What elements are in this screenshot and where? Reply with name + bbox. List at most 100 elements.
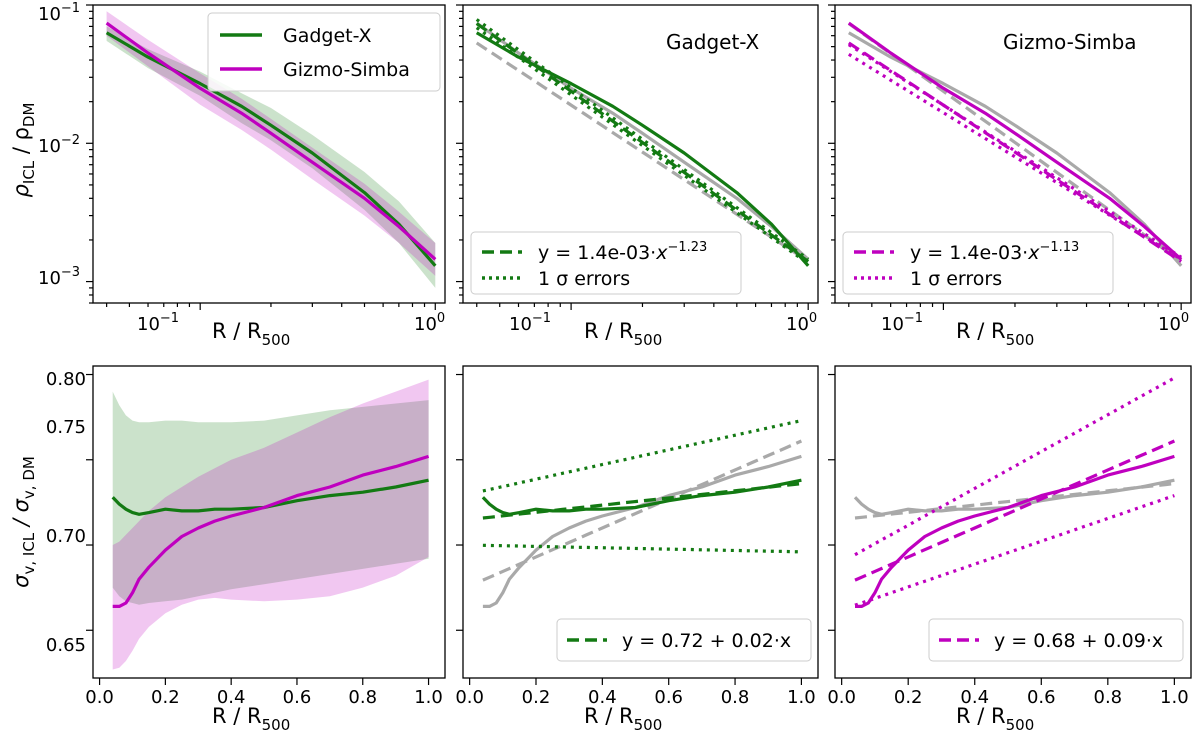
x-tick-label-1e0-tr: 100 xyxy=(1158,311,1189,335)
series-line-1-lower xyxy=(482,543,802,554)
series-line-1-lower xyxy=(854,494,1175,607)
x-tick-label-1e-1-tr: 10−1 xyxy=(881,311,923,335)
x-tick-label: 0.8 xyxy=(348,687,377,708)
legend-fit-formula: y = 0.68 + 0.09·x xyxy=(994,630,1163,652)
series-line-gizmo-simba xyxy=(847,21,1183,261)
series-line-fit xyxy=(854,439,1176,582)
series-line-gizmo-simba-gray- xyxy=(482,454,802,608)
panel-frame-top-right xyxy=(834,4,1192,304)
series-line-1-errors-0 xyxy=(475,18,810,261)
x-tick-label: 0.0 xyxy=(827,687,856,708)
legend-fit-top-gizmo-box xyxy=(842,231,1114,295)
series-line-gizmo-simba xyxy=(855,454,1175,608)
x-tick-label-1e0-tm: 100 xyxy=(786,311,817,335)
panel-title-gadget: Gadget-X xyxy=(666,30,760,54)
x-tick-label: 0.8 xyxy=(721,687,750,708)
legend-fit-bottom-gadget-box xyxy=(556,618,812,662)
y-tick-label-0.75: 0.75 xyxy=(46,417,86,438)
x-axis-label-tl: R / R500 xyxy=(212,319,290,349)
series-line-gadget-x-fit-gray- xyxy=(847,22,1183,263)
series-line-gizmo-simba-fit-gray- xyxy=(475,41,810,263)
series-line-1-upper xyxy=(482,419,802,493)
panel-plot-bottom-middle xyxy=(481,419,803,608)
tick-layer xyxy=(86,4,1182,685)
series-line-gizmo-simba xyxy=(105,21,437,261)
x-axis-label-bl: R / R500 xyxy=(212,704,290,733)
legend-fit-top-gizmo: y = 1.4e-03·x−1.13 1 σ errors xyxy=(842,231,1114,295)
x-tick-label: 0.4 xyxy=(588,687,617,708)
panel-frame-top-left xyxy=(92,4,446,304)
x-tick-label: 1.0 xyxy=(414,687,443,708)
series-line-gadget-x xyxy=(111,478,429,516)
legend-fit-top-gadget: y = 1.4e-03·x−1.23 1 σ errors xyxy=(470,231,742,295)
x-tick-label: 0.0 xyxy=(85,687,114,708)
y-tick-label-1e-2: 10−2 xyxy=(38,133,80,157)
panel-frame-bottom-middle xyxy=(462,365,819,679)
legend-fit-formula: y = 1.4e-03·x−1.23 xyxy=(538,240,707,264)
series-line-gadget-x xyxy=(475,31,810,267)
series-line-gadget-x-fit-gray- xyxy=(854,482,1175,520)
error-band-gadget-x xyxy=(112,391,429,605)
legend-fit-bottom-gadget: y = 0.72 + 0.02·x xyxy=(556,618,812,662)
panel-plot-bottom-right xyxy=(853,376,1176,608)
panel-frame-bottom-right xyxy=(834,365,1192,679)
panel-plot-bottom-left xyxy=(111,379,430,670)
legend-main-box xyxy=(207,12,441,92)
panel-frame-bottom-left xyxy=(92,365,446,679)
x-tick-label-1e0-tl: 100 xyxy=(414,311,445,335)
x-tick-label: 0.8 xyxy=(1094,687,1123,708)
panel-plot-top-left xyxy=(105,11,437,288)
y-axis-label-top: ρICL / ρDM xyxy=(9,103,38,198)
y-tick-label-0.65: 0.65 xyxy=(46,635,86,656)
x-tick-label-1e-1-tm: 10−1 xyxy=(509,311,551,335)
x-tick-label: 0.4 xyxy=(217,687,246,708)
x-axis-label-tr: R / R500 xyxy=(956,319,1034,349)
panel-title-gizmo: Gizmo-Simba xyxy=(1003,30,1137,54)
x-tick-label: 0.2 xyxy=(151,687,180,708)
legend-fit-formula: y = 0.72 + 0.02·x xyxy=(622,630,791,652)
series-line-1-upper xyxy=(854,376,1176,557)
legend-fit-bottom-gizmo-box xyxy=(928,618,1184,662)
x-tick-label: 0.6 xyxy=(654,687,683,708)
error-band-gizmo-simba xyxy=(112,379,429,670)
series-line-gizmo-simba-fit-gray- xyxy=(482,439,803,582)
legend-fit-formula: y = 1.4e-03·x−1.13 xyxy=(910,240,1079,264)
series-line-fit xyxy=(847,41,1183,263)
y-tick-label-0.80: 0.80 xyxy=(46,369,86,390)
legend-main: Gadget-X Gizmo-Simba xyxy=(207,12,441,92)
series-line-fit xyxy=(482,482,802,520)
x-tick-label: 1.0 xyxy=(1160,687,1189,708)
x-axis-label-bm: R / R500 xyxy=(584,704,662,733)
panel-plot-top-right xyxy=(847,21,1183,267)
x-tick-label: 0.6 xyxy=(1027,687,1056,708)
y-tick-label-0.70: 0.70 xyxy=(46,526,86,547)
series-line-gadget-x-gray- xyxy=(847,31,1183,267)
series-line-1-errors-1 xyxy=(847,52,1183,261)
y-axis-label-bottom: σv, ICL / σv, DM xyxy=(9,456,38,588)
legend-fit-bottom-gizmo: y = 0.68 + 0.09·x xyxy=(928,618,1184,662)
x-tick-label: 0.2 xyxy=(894,687,923,708)
series-line-fit xyxy=(475,22,810,263)
y-tick-label-1e-3: 10−3 xyxy=(38,265,80,289)
x-tick-label: 0.0 xyxy=(455,687,484,708)
series-line-1-errors-0 xyxy=(847,43,1183,259)
legend-gadget-label: Gadget-X xyxy=(283,25,372,47)
x-tick-label: 0.4 xyxy=(960,687,989,708)
x-tick-label: 0.2 xyxy=(522,687,551,708)
series-line-gizmo-simba xyxy=(112,454,430,608)
x-tick-label: 1.0 xyxy=(787,687,816,708)
bottom-x-tick-labels: 0.0 0.2 0.4 0.6 0.8 1.0 0.0 0.2 0.4 0.6 0.8 1.0 0.0 0… xyxy=(85,687,1188,708)
panel-plot-top-middle xyxy=(475,18,810,267)
x-tick-label: 0.6 xyxy=(283,687,312,708)
y-tick-label-1e-1: 10−1 xyxy=(38,1,80,25)
x-tick-label-1e-1-tl: 10−1 xyxy=(137,311,179,335)
legend-error-label: 1 σ errors xyxy=(538,268,630,290)
plot-layer xyxy=(105,11,1183,670)
series-line-gadget-x xyxy=(481,478,802,516)
legend-fit-top-gadget-box xyxy=(470,231,742,295)
legend-gizmo-label: Gizmo-Simba xyxy=(283,59,410,81)
legend-error-label: 1 σ errors xyxy=(910,268,1002,290)
x-axis-label-tm: R / R500 xyxy=(584,319,662,349)
panel-frame-top-middle xyxy=(462,4,819,304)
